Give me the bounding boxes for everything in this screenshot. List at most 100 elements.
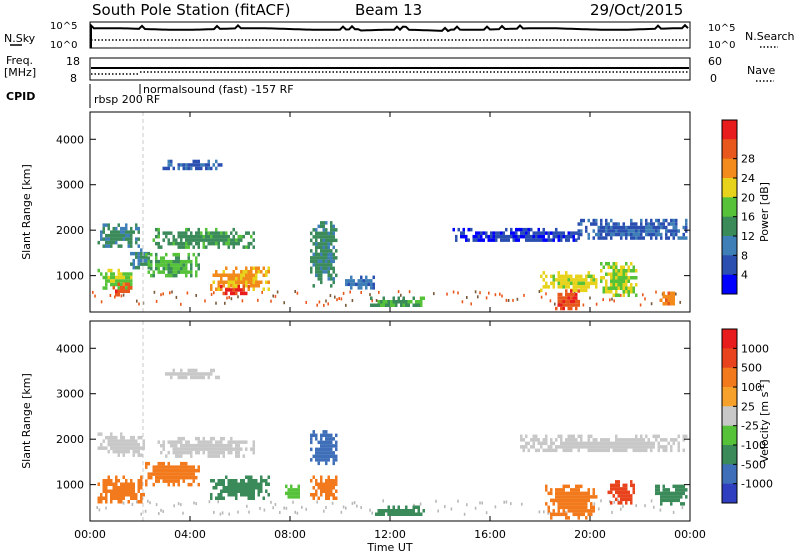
heatmap-cell-0 bbox=[127, 439, 130, 443]
heatmap-cell-1 bbox=[117, 500, 120, 504]
heatmap-cell-9 bbox=[412, 509, 415, 513]
heatmap-cell-17 bbox=[600, 232, 603, 237]
heatmap-cell-10 bbox=[560, 495, 563, 499]
heatmap-cell-13 bbox=[555, 306, 558, 311]
heatmap-cell-5 bbox=[187, 372, 190, 376]
heatmap-cell-0 bbox=[117, 230, 120, 234]
heatmap-cell-17 bbox=[662, 218, 665, 223]
heatmap-cell-4 bbox=[235, 479, 238, 483]
heatmap-cell-6 bbox=[257, 280, 260, 284]
heatmap-cell-3 bbox=[235, 454, 238, 458]
heatmap-cell-17 bbox=[630, 222, 633, 226]
heatmap-cell-5 bbox=[247, 241, 250, 246]
heatmap-cell-5 bbox=[175, 241, 178, 246]
heatmap-cell-17 bbox=[660, 232, 663, 237]
heatmap-cell-3 bbox=[180, 436, 183, 441]
heatmap-cell-17 bbox=[685, 236, 688, 240]
heatmap-cell-2 bbox=[165, 472, 168, 476]
heatmap-cell-1 bbox=[135, 496, 138, 500]
heatmap-cell-3 bbox=[202, 440, 205, 444]
heatmap-cell-13 bbox=[560, 296, 563, 300]
heatmap-cell-8 bbox=[167, 166, 170, 171]
heatmap-cell-0 bbox=[137, 226, 140, 231]
heatmap-cell-17 bbox=[675, 218, 678, 223]
heatmap-cell-2 bbox=[160, 461, 163, 466]
heatmap-cell-0 bbox=[115, 442, 118, 447]
heatmap-cell-14 bbox=[625, 262, 628, 266]
heatmap-cell-9 bbox=[397, 512, 400, 516]
heatmap-cell-17 bbox=[682, 236, 685, 240]
heatmap-cell-2 bbox=[175, 472, 178, 476]
heatmap-cell-9 bbox=[320, 221, 323, 225]
ground-scatter-cell bbox=[283, 506, 285, 510]
heatmap-cell-17 bbox=[617, 232, 620, 237]
heatmap-cell-8 bbox=[325, 489, 328, 493]
heatmap-cell-14 bbox=[617, 276, 620, 280]
ground-scatter-cell bbox=[131, 502, 134, 506]
heatmap-cell-4 bbox=[172, 266, 175, 271]
heatmap-cell-7 bbox=[330, 433, 333, 438]
heatmap-cell-0 bbox=[115, 233, 118, 238]
heatmap-cell-16 bbox=[560, 238, 563, 242]
heatmap-cell-0 bbox=[130, 230, 133, 234]
heatmap-cell-4 bbox=[232, 486, 235, 490]
ground-scatter-cell bbox=[397, 290, 400, 294]
heatmap-cell-17 bbox=[637, 229, 640, 233]
heatmap-cell-4 bbox=[265, 479, 268, 483]
heatmap-cell-1 bbox=[122, 493, 125, 497]
heatmap-cell-6 bbox=[252, 277, 255, 281]
heatmap-cell-12 bbox=[550, 274, 553, 279]
heatmap-cell-7 bbox=[327, 451, 330, 455]
heatmap-cell-4 bbox=[262, 496, 265, 500]
heatmap-cell-17 bbox=[655, 236, 658, 240]
heatmap-cell-16 bbox=[530, 238, 533, 242]
heatmap-cell-4 bbox=[157, 266, 160, 271]
heatmap-cell-5 bbox=[177, 234, 180, 239]
ground-scatter-cell bbox=[540, 295, 543, 299]
heatmap-cell-8 bbox=[325, 493, 328, 497]
heatmap-cell-10 bbox=[585, 509, 588, 513]
heatmap-cell-17 bbox=[597, 229, 600, 233]
heatmap-cell-16 bbox=[490, 234, 493, 239]
heatmap-cell-12 bbox=[552, 285, 555, 289]
heatmap-cell-0 bbox=[115, 237, 118, 241]
heatmap-cell-13 bbox=[597, 441, 600, 446]
ground-scatter-cell bbox=[620, 507, 622, 511]
heatmap-cell-9 bbox=[332, 245, 335, 250]
heatmap-cell-12 bbox=[585, 278, 588, 282]
heatmap-cell-10 bbox=[572, 505, 575, 510]
heatmap-cell-5 bbox=[215, 234, 218, 239]
heatmap-cell-14 bbox=[612, 283, 615, 287]
heatmap-cell-13 bbox=[637, 438, 640, 442]
heatmap-cell-7 bbox=[317, 447, 320, 452]
heatmap-cell-12 bbox=[667, 498, 670, 503]
heatmap-cell-8 bbox=[192, 159, 195, 164]
heatmap-cell-5 bbox=[175, 238, 178, 242]
heatmap-cell-6 bbox=[227, 280, 230, 284]
heatmap-cell-9 bbox=[330, 231, 333, 236]
heatmap-cell-17 bbox=[650, 222, 653, 226]
heatmap-cell-4 bbox=[255, 482, 258, 486]
heatmap-cell-10 bbox=[585, 516, 588, 520]
heatmap-cell-5 bbox=[197, 234, 200, 239]
heatmap-cell-12 bbox=[580, 281, 583, 286]
colorbar-tick-label: 12 bbox=[741, 230, 755, 243]
heatmap-cell-8 bbox=[335, 475, 338, 479]
heatmap-cell-5 bbox=[220, 234, 223, 239]
heatmap-cell-16 bbox=[505, 234, 508, 239]
heatmap-cell-0 bbox=[135, 237, 138, 241]
heatmap-cell-13 bbox=[542, 441, 545, 446]
y-tick-label: 3000 bbox=[56, 388, 84, 401]
heatmap-cell-12 bbox=[587, 281, 590, 286]
heatmap-cell-16 bbox=[542, 227, 545, 232]
heatmap-cell-12 bbox=[552, 278, 555, 282]
heatmap-cell-2 bbox=[155, 465, 158, 469]
heatmap-cell-3 bbox=[190, 450, 193, 455]
heatmap-cell-4 bbox=[160, 263, 163, 267]
heatmap-cell-13 bbox=[667, 441, 670, 446]
heatmap-cell-13 bbox=[580, 434, 583, 439]
heatmap-cell-16 bbox=[547, 238, 550, 242]
heatmap-cell-17 bbox=[672, 229, 675, 233]
heatmap-cell-2 bbox=[165, 479, 168, 483]
